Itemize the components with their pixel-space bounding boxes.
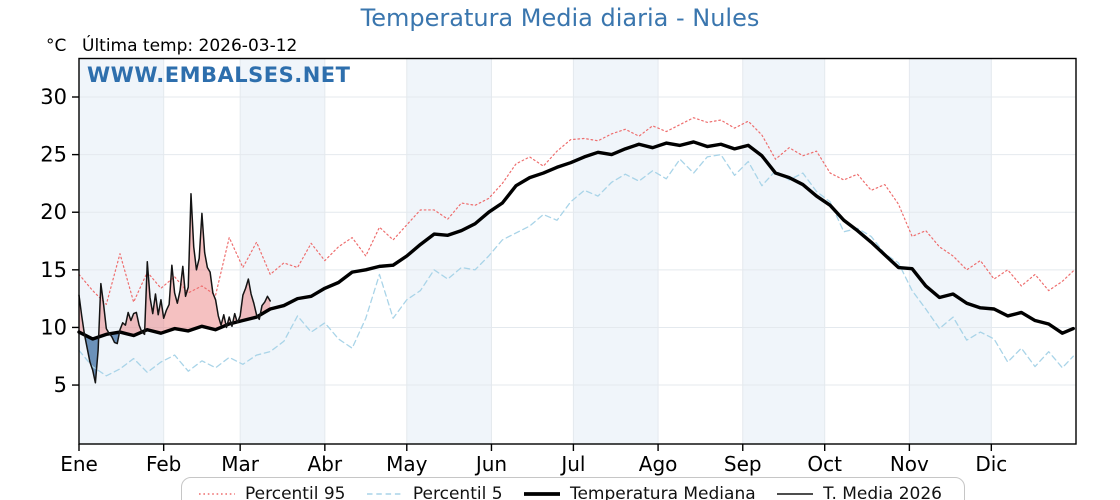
- fill-above-median: [144, 193, 227, 334]
- y-tick-label: 5: [54, 373, 67, 397]
- y-axis-unit-label: °C: [46, 36, 67, 56]
- chart-title: Temperatura Media diaria - Nules: [360, 4, 760, 32]
- x-tick-label: Mar: [221, 452, 260, 476]
- fill-above-median: [119, 312, 142, 336]
- x-tick-label: Feb: [146, 452, 181, 476]
- series-line-t-media-2026: [78, 193, 271, 384]
- legend-line-percentil-5-icon: [366, 493, 403, 495]
- legend-label-percentil-95: Percentil 95: [245, 484, 346, 500]
- legend-label-t-media-2026: T. Media 2026: [823, 484, 942, 500]
- x-tick-label: Dic: [975, 452, 1007, 476]
- month-band: [240, 58, 325, 444]
- legend-item-percentil-95: Percentil 95: [198, 484, 345, 500]
- x-tick-label: Oct: [807, 452, 842, 476]
- x-tick-label: Abr: [308, 452, 343, 476]
- x-tick-label: Nov: [890, 452, 929, 476]
- x-tick-label: Jul: [559, 452, 585, 476]
- month-band: [824, 58, 910, 444]
- legend-line-t-media-2026-icon: [777, 493, 814, 495]
- x-tick-label: Jun: [474, 452, 507, 476]
- last-temp-label: Última temp: 2026-03-12: [82, 36, 298, 56]
- legend-line-mediana-icon: [523, 492, 560, 496]
- series-line-temperatura-mediana: [77, 140, 1075, 341]
- legend-label-percentil-5: Percentil 5: [412, 484, 503, 500]
- legend-label-mediana: Temperatura Mediana: [569, 484, 756, 500]
- month-band: [573, 58, 659, 444]
- y-tick-label: 30: [40, 85, 67, 109]
- y-tick-label: 15: [40, 258, 67, 282]
- watermark: WWW.EMBALSES.NET: [87, 63, 351, 87]
- month-band: [79, 58, 164, 444]
- legend-item-percentil-5: Percentil 5: [366, 484, 503, 500]
- x-tick-label: May: [386, 452, 428, 476]
- fill-above-median: [79, 295, 85, 335]
- legend: Percentil 95 Percentil 5 Temperatura Med…: [181, 477, 965, 500]
- month-band: [406, 58, 492, 444]
- series-line-percentil-95: [78, 117, 1074, 305]
- month-band: [909, 58, 992, 444]
- fill-above-median: [237, 279, 258, 322]
- month-band: [991, 58, 1076, 444]
- month-band: [324, 58, 407, 444]
- month-band: [742, 58, 825, 444]
- month-band: [491, 58, 574, 444]
- month-band: [658, 58, 743, 444]
- y-tick-label: 25: [40, 143, 67, 167]
- legend-line-percentil-95-icon: [199, 493, 235, 495]
- y-tick-label: 10: [40, 315, 67, 339]
- x-tick-label: Sep: [724, 452, 762, 476]
- y-tick-label: 20: [40, 200, 67, 224]
- x-tick-label: Ago: [639, 452, 678, 476]
- month-band: [163, 58, 241, 444]
- legend-item-t-media-2026: T. Media 2026: [776, 484, 942, 500]
- legend-item-mediana: Temperatura Mediana: [523, 484, 756, 500]
- x-tick-label: Ene: [60, 452, 98, 476]
- fill-below-median: [84, 334, 99, 383]
- series-line-percentil-5: [78, 153, 1074, 377]
- plot-border: [78, 57, 1077, 445]
